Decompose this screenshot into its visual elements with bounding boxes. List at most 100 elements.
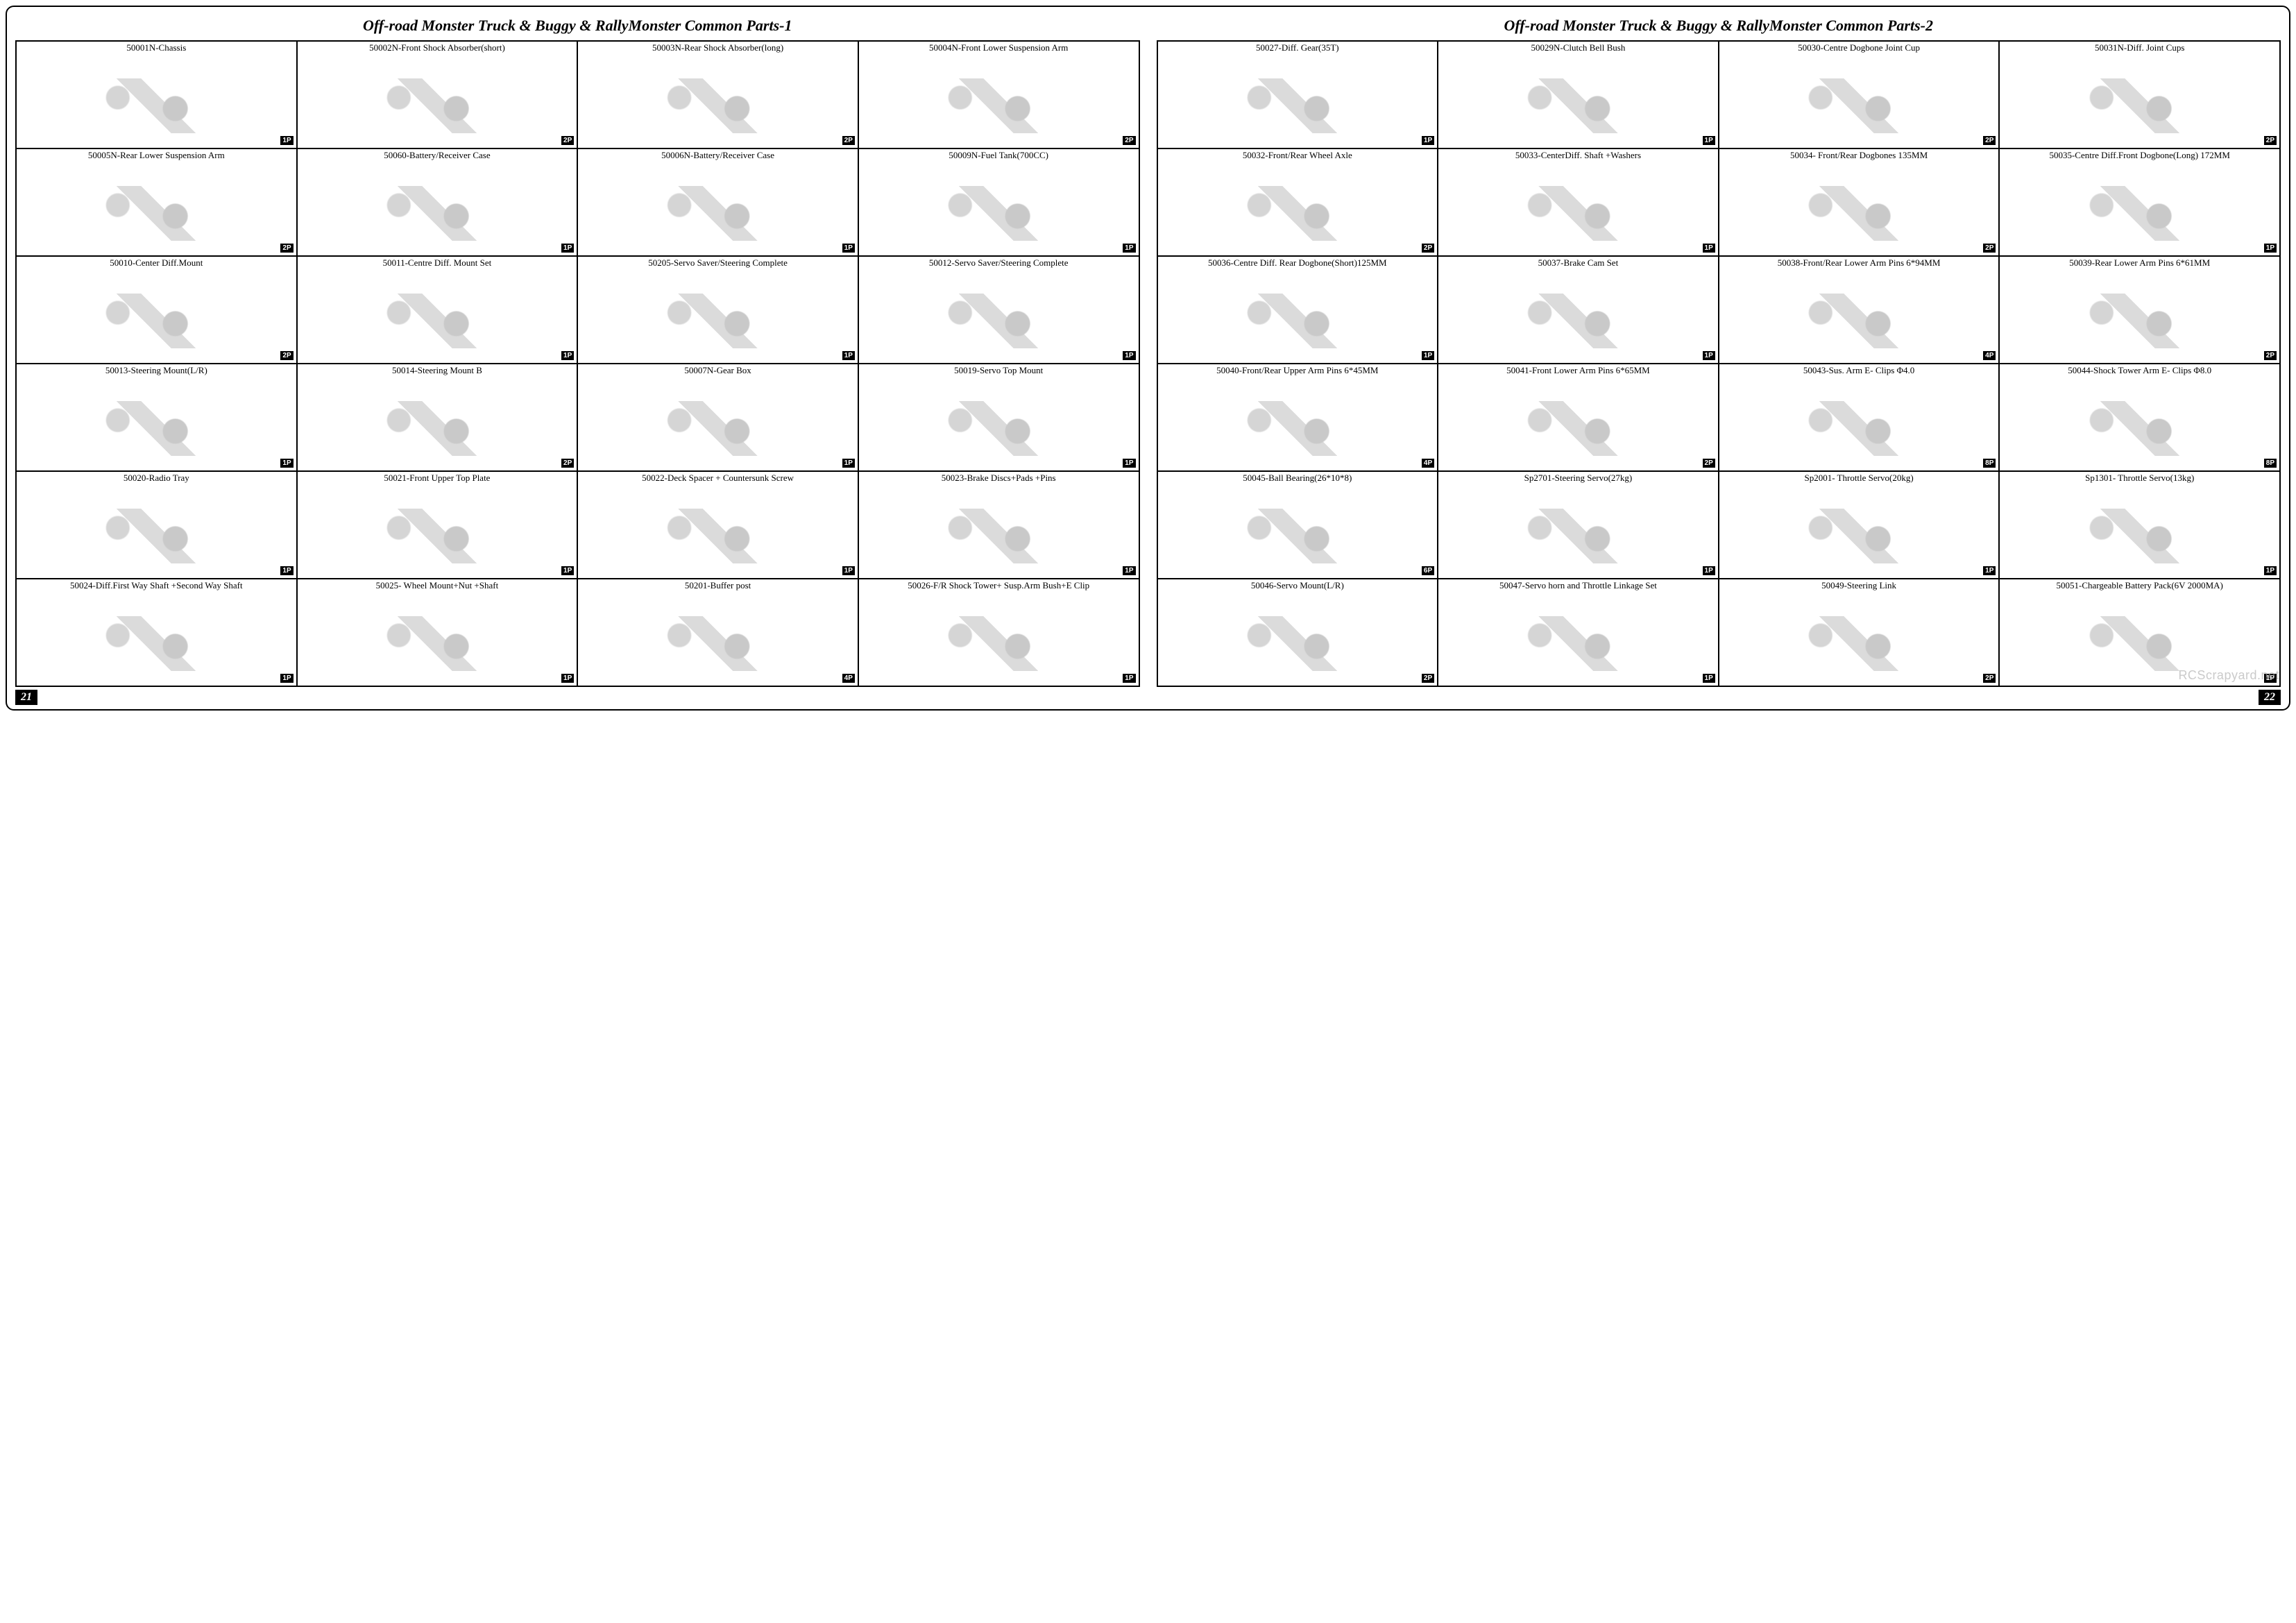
quantity-badge: 1P	[1703, 566, 1715, 575]
part-label: 50004N-Front Lower Suspension Arm	[859, 42, 1139, 64]
part-placeholder-icon	[1482, 616, 1674, 671]
quantity-badge: 2P	[280, 351, 293, 360]
quantity-badge: 8P	[2264, 459, 2277, 468]
part-placeholder-icon	[341, 401, 533, 456]
part-label: 50037-Brake Cam Set	[1438, 257, 1718, 279]
part-placeholder-icon	[60, 509, 252, 563]
part-image	[859, 64, 1139, 148]
part-label: Sp2701-Steering Servo(27kg)	[1438, 472, 1718, 494]
part-cell: 50031N-Diff. Joint Cups2P	[1999, 41, 2280, 148]
part-label: 50029N-Clutch Bell Bush	[1438, 42, 1718, 64]
part-cell: 50021-Front Upper Top Plate1P	[297, 471, 578, 579]
page-number-right: 22	[2259, 690, 2281, 705]
quantity-badge: 2P	[1983, 244, 1996, 253]
quantity-badge: 4P	[1422, 459, 1434, 468]
part-cell: 50037-Brake Cam Set1P	[1438, 256, 1719, 364]
part-label: 50030-Centre Dogbone Joint Cup	[1719, 42, 1999, 64]
part-placeholder-icon	[903, 294, 1094, 348]
part-image	[2000, 494, 2279, 578]
part-cell: 50043-Sus. Arm E- Clips Φ4.08P	[1719, 364, 2000, 471]
part-cell: 50022-Deck Spacer + Countersunk Screw1P	[577, 471, 858, 579]
part-image	[1438, 64, 1718, 148]
grid-row: 50010-Center Diff.Mount2P50011-Centre Di…	[16, 256, 1139, 364]
part-label: 50023-Brake Discs+Pads +Pins	[859, 472, 1139, 494]
quantity-badge: 1P	[2264, 566, 2277, 575]
grid-row: 50027-Diff. Gear(35T)1P50029N-Clutch Bel…	[1157, 41, 2281, 148]
part-cell: 50030-Centre Dogbone Joint Cup2P	[1719, 41, 2000, 148]
part-cell: 50040-Front/Rear Upper Arm Pins 6*45MM4P	[1157, 364, 1438, 471]
part-image	[2000, 171, 2279, 255]
part-label: 50035-Centre Diff.Front Dogbone(Long) 17…	[2000, 149, 2279, 171]
section-title: Off-road Monster Truck & Buggy & RallyMo…	[15, 17, 1140, 35]
page-wrapper: Off-road Monster Truck & Buggy & RallyMo…	[6, 6, 2290, 711]
part-image	[1158, 494, 1438, 578]
part-image	[298, 494, 577, 578]
part-placeholder-icon	[1482, 401, 1674, 456]
part-image	[298, 279, 577, 363]
part-label: 50034- Front/Rear Dogbones 135MM	[1719, 149, 1999, 171]
part-placeholder-icon	[622, 401, 813, 456]
right-page: Off-road Monster Truck & Buggy & RallyMo…	[1157, 14, 2281, 687]
part-image	[1438, 602, 1718, 686]
grid-row: 50036-Centre Diff. Rear Dogbone(Short)12…	[1157, 256, 2281, 364]
part-cell: 50014-Steering Mount B 2P	[297, 364, 578, 471]
grid-row: 50040-Front/Rear Upper Arm Pins 6*45MM4P…	[1157, 364, 2281, 471]
part-placeholder-icon	[1763, 294, 1955, 348]
part-image	[17, 602, 296, 686]
part-label: 50011-Centre Diff. Mount Set	[298, 257, 577, 279]
part-label: 50014-Steering Mount B	[298, 364, 577, 386]
part-label: 50009N-Fuel Tank(700CC)	[859, 149, 1139, 171]
quantity-badge: 1P	[280, 566, 293, 575]
part-placeholder-icon	[341, 186, 533, 241]
grid-row: 50032-Front/Rear Wheel Axle2P50033-Cente…	[1157, 148, 2281, 256]
part-image	[1158, 64, 1438, 148]
part-label: 50049-Steering Link	[1719, 579, 1999, 602]
quantity-badge: 2P	[1422, 674, 1434, 683]
part-image	[1438, 279, 1718, 363]
part-placeholder-icon	[903, 78, 1094, 133]
part-image	[578, 602, 858, 686]
quantity-badge: 1P	[1123, 674, 1135, 683]
part-placeholder-icon	[341, 509, 533, 563]
part-placeholder-icon	[1763, 616, 1955, 671]
section-title: Off-road Monster Truck & Buggy & RallyMo…	[1157, 17, 2281, 35]
part-label: Sp2001- Throttle Servo(20kg)	[1719, 472, 1999, 494]
part-placeholder-icon	[1202, 186, 1393, 241]
quantity-badge: 1P	[1123, 566, 1135, 575]
part-placeholder-icon	[2044, 78, 2236, 133]
part-placeholder-icon	[1763, 186, 1955, 241]
grid-row: 50005N-Rear Lower Suspension Arm2P50060-…	[16, 148, 1139, 256]
part-cell: 50049-Steering Link2P	[1719, 579, 2000, 686]
part-label: 50043-Sus. Arm E- Clips Φ4.0	[1719, 364, 1999, 386]
part-cell: 50024-Diff.First Way Shaft +Second Way S…	[16, 579, 297, 686]
part-image	[2000, 64, 2279, 148]
part-cell: 50012-Servo Saver/Steering Complete1P	[858, 256, 1139, 364]
part-cell: 50045-Ball Bearing(26*10*8)6P	[1157, 471, 1438, 579]
quantity-badge: 1P	[1422, 351, 1434, 360]
part-label: 50044-Shock Tower Arm E- Clips Φ8.0	[2000, 364, 2279, 386]
part-placeholder-icon	[2044, 186, 2236, 241]
part-placeholder-icon	[1202, 509, 1393, 563]
part-image	[1438, 494, 1718, 578]
part-label: 50201-Buffer post	[578, 579, 858, 602]
part-label: 50025- Wheel Mount+Nut +Shaft	[298, 579, 577, 602]
part-image	[1158, 279, 1438, 363]
quantity-badge: 2P	[561, 459, 574, 468]
part-label: 50002N-Front Shock Absorber(short)	[298, 42, 577, 64]
part-placeholder-icon	[1763, 78, 1955, 133]
quantity-badge: 1P	[1123, 459, 1135, 468]
part-label: 50047-Servo horn and Throttle Linkage Se…	[1438, 579, 1718, 602]
part-label: 50039-Rear Lower Arm Pins 6*61MM	[2000, 257, 2279, 279]
part-image	[1158, 386, 1438, 470]
part-image	[298, 602, 577, 686]
part-placeholder-icon	[1482, 294, 1674, 348]
part-image	[1719, 171, 1999, 255]
part-label: 50031N-Diff. Joint Cups	[2000, 42, 2279, 64]
part-label: 50005N-Rear Lower Suspension Arm	[17, 149, 296, 171]
part-label: 50205-Servo Saver/Steering Complete	[578, 257, 858, 279]
part-placeholder-icon	[341, 616, 533, 671]
part-image	[578, 386, 858, 470]
part-label: 50022-Deck Spacer + Countersunk Screw	[578, 472, 858, 494]
part-image	[578, 171, 858, 255]
part-cell: 50003N-Rear Shock Absorber(long)2P	[577, 41, 858, 148]
